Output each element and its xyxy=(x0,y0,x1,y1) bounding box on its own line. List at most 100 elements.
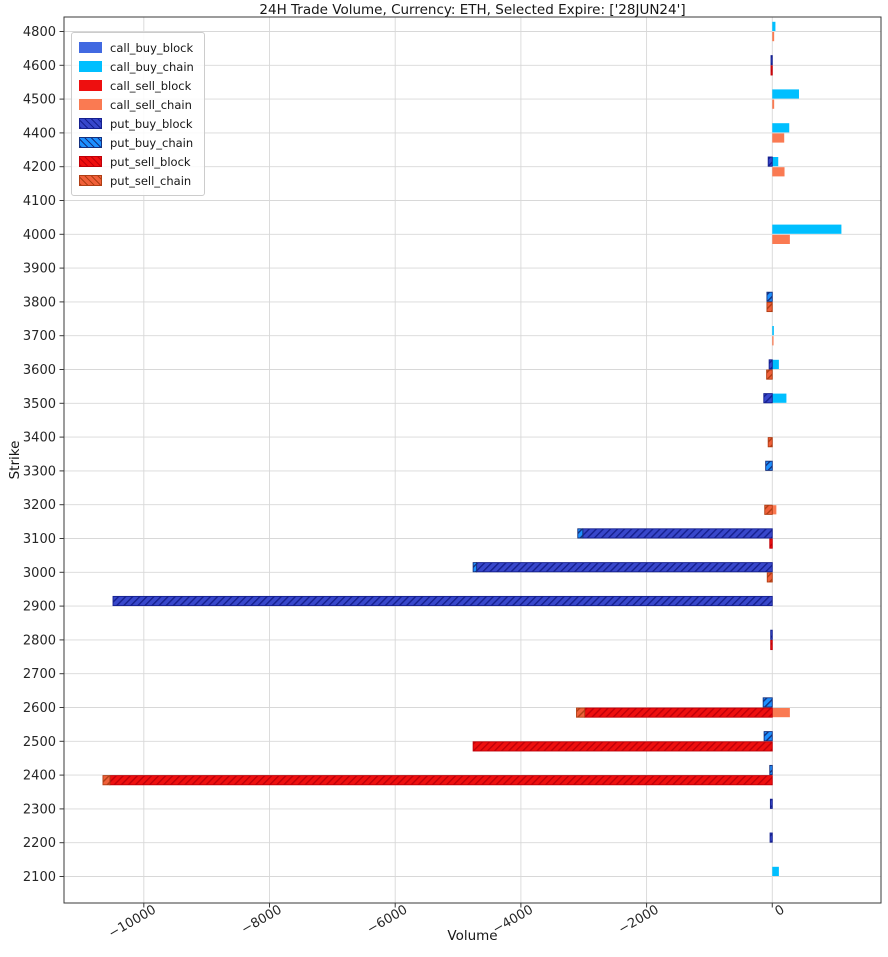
y-tick-label: 4500 xyxy=(23,93,56,108)
bar-4800-call_sell_chain xyxy=(772,32,775,42)
bars xyxy=(102,21,842,876)
y-axis-label: Strike xyxy=(7,440,23,480)
bar-3200-put_sell_chain xyxy=(764,504,773,515)
y-tick-label: 4100 xyxy=(23,194,56,209)
bar-4400-call_buy_chain xyxy=(772,123,790,133)
bar-4600-put_buy_block xyxy=(770,55,773,66)
legend-swatch-icon xyxy=(79,61,102,72)
bar-2600-call_sell_chain xyxy=(772,708,790,718)
bar-3000-put_buy_chain xyxy=(472,562,478,573)
y-tick-label: 3500 xyxy=(23,397,56,412)
bar-3600-call_buy_chain xyxy=(772,359,779,369)
y-tick-label: 3400 xyxy=(23,431,56,446)
bar-2800-put_sell_block xyxy=(770,639,773,651)
bar-3000-put_buy_block xyxy=(476,562,773,573)
y-tick-label: 3300 xyxy=(23,464,56,479)
y-tick-label: 4200 xyxy=(23,160,56,175)
y-tick-label: 3700 xyxy=(23,329,56,344)
bar-3600-put_buy_block xyxy=(768,359,773,370)
bar-2900-put_buy_block xyxy=(112,595,773,607)
legend-swatch-icon xyxy=(79,118,102,129)
legend-item-put_buy_chain: put_buy_chain xyxy=(79,133,194,152)
bar-3100-put_sell_block xyxy=(769,538,773,549)
legend-label: put_buy_chain xyxy=(110,135,194,150)
y-tick-label: 4400 xyxy=(23,126,56,141)
bar-2100-call_buy_chain xyxy=(772,866,779,876)
legend-item-call_sell_chain: call_sell_chain xyxy=(79,95,194,114)
bar-2500-put_sell_block xyxy=(472,741,773,752)
bar-3600-put_sell_chain xyxy=(766,369,773,380)
legend-label: put_buy_block xyxy=(110,116,193,131)
bar-2400-put_sell_chain xyxy=(102,775,111,786)
y-tick-label: 2800 xyxy=(23,633,56,648)
bar-4200-put_buy_block xyxy=(767,156,773,167)
y-tick-label: 2500 xyxy=(23,735,56,750)
y-tick-label: 2400 xyxy=(23,769,56,784)
legend-label: put_sell_chain xyxy=(110,173,192,188)
bar-3300-put_buy_chain xyxy=(765,460,773,471)
bar-4200-call_sell_chain xyxy=(772,167,785,177)
bar-3500-put_buy_block xyxy=(763,393,773,404)
bar-3800-put_buy_chain xyxy=(766,291,773,302)
bar-2300-put_buy_block xyxy=(769,798,773,809)
bar-4500-call_buy_chain xyxy=(772,89,799,99)
legend-swatch-icon xyxy=(79,80,102,91)
legend-swatch-icon xyxy=(79,175,102,186)
x-tick-label: 0 xyxy=(773,902,788,919)
legend-item-put_buy_block: put_buy_block xyxy=(79,114,194,133)
bar-2600-put_buy_chain xyxy=(762,697,773,708)
bar-4200-call_buy_chain xyxy=(772,157,779,167)
legend-item-call_sell_block: call_sell_block xyxy=(79,76,194,95)
bar-3400-put_sell_chain xyxy=(767,437,773,448)
bar-3700-call_sell_chain xyxy=(772,336,774,346)
y-tick-label: 2300 xyxy=(23,802,56,817)
legend-item-put_sell_block: put_sell_block xyxy=(79,152,194,171)
y-tick-label: 2100 xyxy=(23,870,56,885)
y-tick-label: 2700 xyxy=(23,667,56,682)
bar-2400-put_sell_block xyxy=(109,775,773,786)
legend-item-call_buy_chain: call_buy_chain xyxy=(79,57,194,76)
legend-label: call_buy_chain xyxy=(110,59,194,74)
x-axis-label: Volume xyxy=(447,928,498,944)
bar-3100-put_buy_block xyxy=(582,528,773,539)
plot-border xyxy=(63,16,882,904)
y-tick-label: 2200 xyxy=(23,836,56,851)
bar-3200-call_sell_chain xyxy=(772,505,777,515)
bar-4400-call_sell_chain xyxy=(772,133,785,143)
y-tick-label: 3200 xyxy=(23,498,56,513)
legend-swatch-icon xyxy=(79,99,102,110)
y-tick-label: 2600 xyxy=(23,701,56,716)
bar-2500-put_buy_chain xyxy=(763,731,773,742)
legend-label: call_buy_block xyxy=(110,40,194,55)
legend-label: call_sell_block xyxy=(110,78,192,93)
bar-4600-put_sell_block xyxy=(770,65,773,76)
bar-3100-put_buy_chain xyxy=(577,528,584,539)
chart-title: 24H Trade Volume, Currency: ETH, Selecte… xyxy=(259,2,686,18)
bar-4800-call_buy_chain xyxy=(772,21,776,31)
bar-2800-put_buy_block xyxy=(770,629,773,640)
y-tick-label: 4800 xyxy=(23,25,56,40)
bar-4500-call_sell_chain xyxy=(772,99,775,109)
legend-label: call_sell_chain xyxy=(110,97,192,112)
legend-swatch-icon xyxy=(79,156,102,167)
legend-item-call_buy_block: call_buy_block xyxy=(79,38,194,57)
bar-2600-put_sell_chain xyxy=(576,707,586,718)
legend-swatch-icon xyxy=(79,42,102,53)
bar-3500-call_buy_chain xyxy=(772,393,787,403)
y-tick-label: 3600 xyxy=(23,363,56,378)
bar-2600-put_sell_block xyxy=(584,707,773,718)
gridlines xyxy=(64,17,881,903)
y-tick-label: 3900 xyxy=(23,262,56,277)
bar-3800-put_sell_chain xyxy=(766,301,773,313)
bar-2200-put_buy_block xyxy=(769,832,773,843)
y-tick-label: 4600 xyxy=(23,59,56,74)
y-tick-label: 2900 xyxy=(23,600,56,615)
bar-3700-call_buy_chain xyxy=(772,326,774,336)
legend-label: put_sell_block xyxy=(110,154,191,169)
bar-2400-put_buy_chain xyxy=(769,764,773,776)
legend: call_buy_block call_buy_chain call_sell_bl… xyxy=(71,32,205,196)
bar-4000-call_buy_chain xyxy=(772,224,842,234)
legend-item-put_sell_chain: put_sell_chain xyxy=(79,171,194,190)
